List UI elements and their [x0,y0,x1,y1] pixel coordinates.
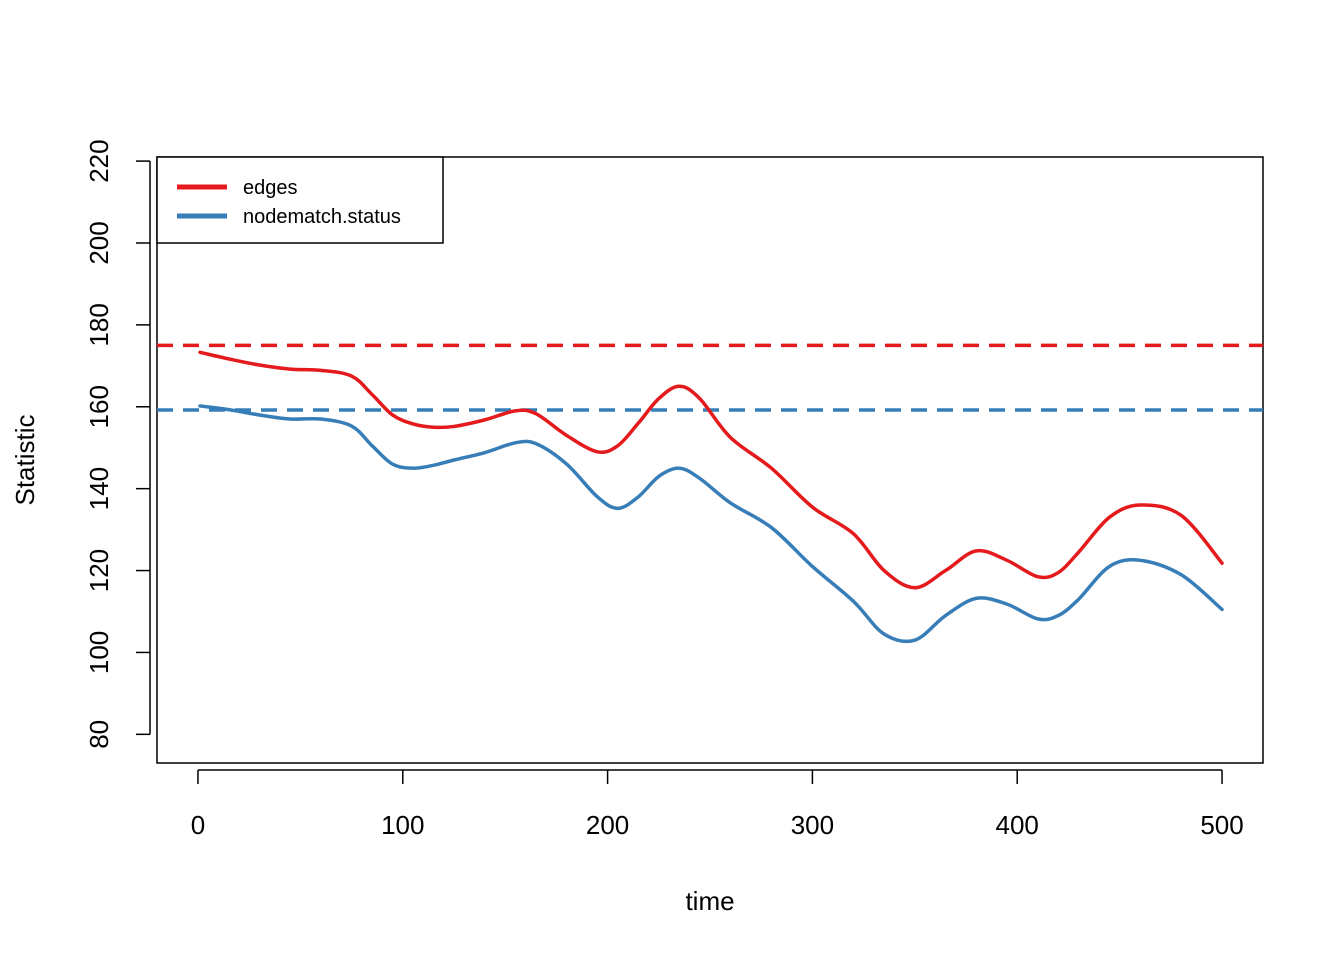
x-tick-label: 300 [791,810,834,840]
y-tick-label: 140 [84,467,114,510]
y-tick-label: 120 [84,549,114,592]
y-tick-label: 220 [84,139,114,182]
y-tick-label: 180 [84,303,114,346]
y-axis: 80 100 120 140 160 180 200 220 [84,139,151,749]
x-tick-label: 400 [996,810,1039,840]
y-tick-label: 200 [84,221,114,264]
y-tick-label: 160 [84,385,114,428]
series-line-edges [198,350,1224,590]
y-tick-label: 80 [84,720,114,749]
x-tick-label: 0 [191,810,205,840]
series-line-nodematch-status [198,404,1224,644]
reference-lines [157,343,1263,412]
legend-label-edges: edges [243,177,298,199]
y-tick-label: 100 [84,631,114,674]
plot-frame [156,156,1264,764]
x-tick-label: 100 [381,810,424,840]
series-lines [198,350,1224,644]
y-axis-title: Statistic [10,414,40,505]
legend-label-nodematch-status: nodematch.status [243,206,401,228]
x-tick-label: 200 [586,810,629,840]
legend-box [156,156,444,244]
x-axis-title: time [685,886,734,916]
x-tick-label: 500 [1200,810,1243,840]
x-axis: 0 100 200 300 400 500 [191,769,1244,840]
legend: edges nodematch.status [156,156,444,244]
